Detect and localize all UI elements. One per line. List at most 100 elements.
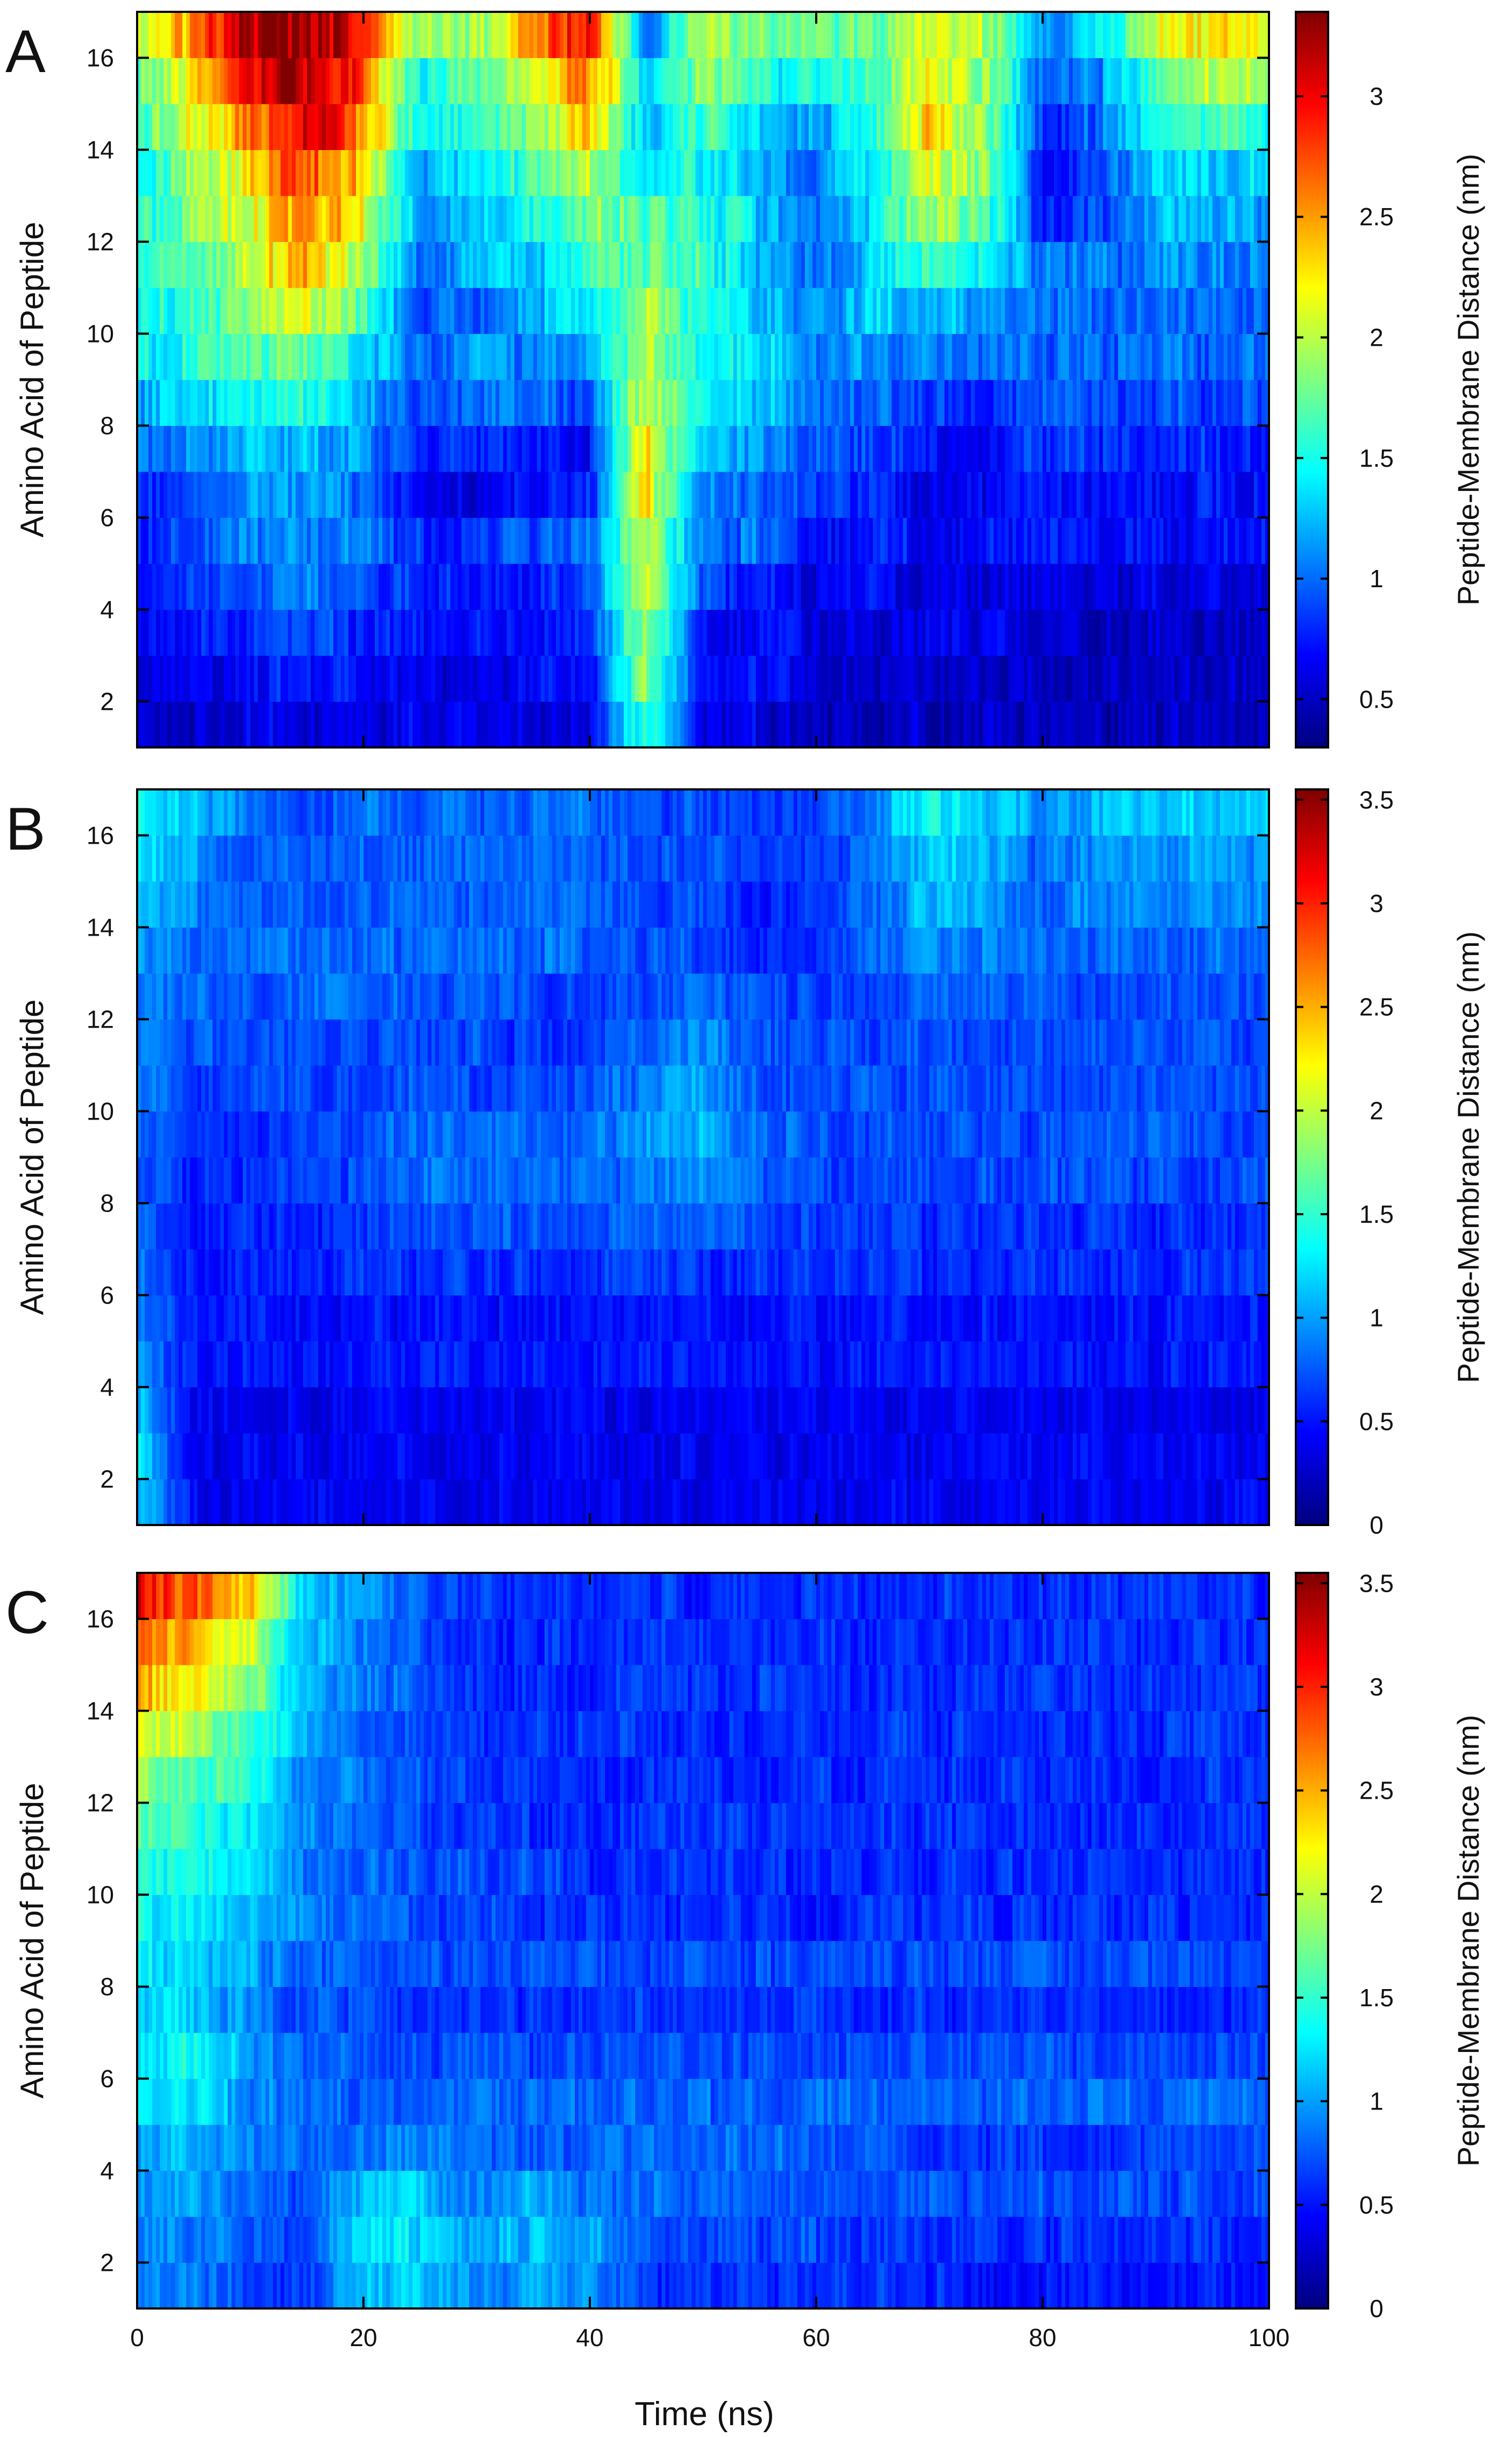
heat-cell xyxy=(1099,58,1103,104)
heat-cell xyxy=(1148,196,1153,243)
heat-cell xyxy=(401,288,405,334)
heat-cell xyxy=(1257,609,1262,656)
heat-cell xyxy=(175,12,179,59)
heat-cell xyxy=(379,12,383,59)
heat-cell xyxy=(590,564,594,610)
heat-cell xyxy=(676,655,681,702)
heat-cell xyxy=(375,655,379,702)
heat-cell xyxy=(948,564,953,610)
heat-cell xyxy=(590,1479,594,1526)
heat-cell xyxy=(243,701,247,748)
heat-cell xyxy=(1250,380,1254,426)
heat-cell xyxy=(269,517,274,564)
heat-cell xyxy=(590,333,594,380)
heat-cell xyxy=(665,701,669,748)
heat-cell xyxy=(718,564,723,610)
heat-cell xyxy=(808,149,813,196)
heat-cell xyxy=(156,241,160,288)
heat-cell xyxy=(918,517,923,564)
heat-cell xyxy=(518,12,523,59)
heat-cell xyxy=(533,564,538,610)
heat-cell xyxy=(967,380,972,426)
heat-cell xyxy=(461,564,466,610)
heat-cell xyxy=(303,104,308,151)
heat-cell xyxy=(563,425,568,472)
heat-cell xyxy=(1004,241,1009,288)
heat-cell xyxy=(910,655,915,702)
heat-cell xyxy=(895,288,900,334)
heat-cell xyxy=(1250,241,1254,288)
heat-cell xyxy=(510,609,515,656)
heat-cell xyxy=(903,564,907,610)
heat-cell xyxy=(740,333,745,380)
heat-cell xyxy=(944,517,949,564)
heat-cell xyxy=(284,149,289,196)
heat-cell xyxy=(295,288,300,334)
heat-cell xyxy=(597,517,602,564)
heat-cell xyxy=(340,288,345,334)
heat-cell xyxy=(375,196,379,243)
heat-cell xyxy=(895,425,900,472)
heat-cell xyxy=(643,333,647,380)
heat-cell xyxy=(235,380,240,426)
heat-cell xyxy=(1038,12,1043,59)
heat-cell xyxy=(586,472,590,518)
heat-cell xyxy=(1001,288,1005,334)
heat-cell xyxy=(355,701,360,748)
heat-cell xyxy=(699,241,704,288)
heat-cell xyxy=(427,517,432,564)
heat-cell xyxy=(352,241,356,288)
heat-cell xyxy=(1069,58,1073,104)
heat-cell xyxy=(1016,58,1021,104)
heat-cell xyxy=(654,517,658,564)
heat-cell xyxy=(548,288,553,334)
heat-cell xyxy=(910,241,915,288)
heat-cell xyxy=(1208,333,1213,380)
heat-cell xyxy=(574,517,579,564)
heat-cell xyxy=(843,241,847,288)
heat-cell xyxy=(691,333,696,380)
heat-cell xyxy=(843,425,847,472)
heat-cell xyxy=(676,241,681,288)
heat-cell xyxy=(409,655,413,702)
heat-cell xyxy=(269,333,274,380)
heat-cell xyxy=(141,655,145,702)
heat-cell xyxy=(529,12,534,59)
heat-cell xyxy=(959,472,964,518)
heat-cell xyxy=(570,104,575,151)
heat-cell xyxy=(261,655,266,702)
heat-cell xyxy=(495,196,500,243)
heat-cell xyxy=(1140,425,1145,472)
heat-cell xyxy=(688,425,693,472)
heat-cell xyxy=(484,104,489,151)
heat-cell xyxy=(831,12,836,59)
heat-cell xyxy=(1110,655,1115,702)
heat-cell xyxy=(843,333,847,380)
heat-cell xyxy=(570,288,575,334)
heat-cell xyxy=(1019,655,1024,702)
heat-cell xyxy=(707,12,711,59)
heat-cell xyxy=(1140,564,1145,610)
heat-cell xyxy=(186,425,190,472)
heat-cell xyxy=(446,701,451,748)
heat-cell xyxy=(922,472,926,518)
heat-cell xyxy=(254,380,259,426)
heat-cell xyxy=(1065,517,1069,564)
heat-cell xyxy=(854,58,858,104)
heat-cell xyxy=(258,609,262,656)
heat-cell xyxy=(929,564,934,610)
heat-cell xyxy=(1133,288,1138,334)
heat-cell xyxy=(703,288,708,334)
heat-cell xyxy=(861,517,866,564)
heat-cell xyxy=(525,333,530,380)
heat-cell xyxy=(548,149,553,196)
heat-cell xyxy=(828,425,832,472)
heat-cell xyxy=(884,380,888,426)
heat-cell xyxy=(880,58,885,104)
heat-cell xyxy=(944,104,949,151)
heat-cell xyxy=(925,104,930,151)
heat-cell xyxy=(288,288,293,334)
heat-cell xyxy=(1204,425,1209,472)
heat-cell xyxy=(570,196,575,243)
heat-cell xyxy=(1253,333,1258,380)
